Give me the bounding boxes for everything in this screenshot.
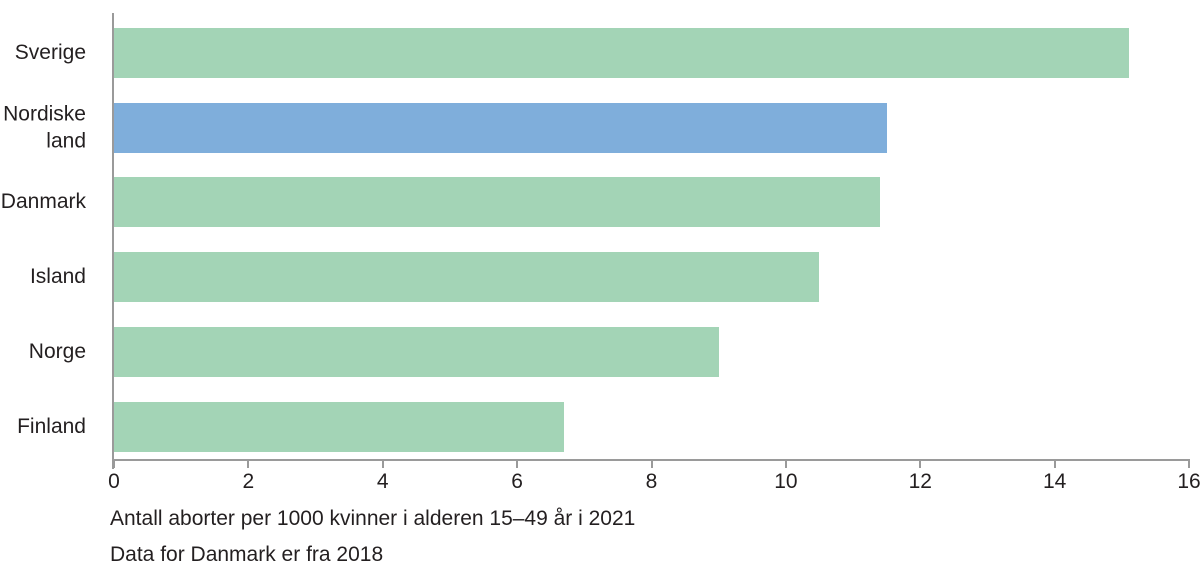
x-axis-line <box>112 459 1190 461</box>
x-axis-tick-4 <box>381 461 384 468</box>
x-axis-tick-12 <box>919 461 922 468</box>
bar-finland <box>114 401 565 452</box>
footnote: Data for Danmark er fra 2018 <box>110 543 384 566</box>
bar-danmark <box>114 177 880 228</box>
x-axis-tick-14 <box>1053 461 1056 468</box>
category-label-sverige: Sverige <box>14 41 86 65</box>
x-axis-tick-label-12: 12 <box>908 470 932 493</box>
x-axis-tick-label-16: 16 <box>1177 470 1200 493</box>
bar-norge <box>114 326 719 377</box>
category-label-nordiske-land: Nordiske land <box>3 101 86 153</box>
x-axis-caption: Antall aborter per 1000 kvinner i aldere… <box>110 507 636 530</box>
plot-area <box>114 13 1189 459</box>
x-axis-ticks <box>113 461 1190 469</box>
x-axis-tick-label-2: 2 <box>242 470 255 493</box>
x-axis-tick-16 <box>1188 461 1190 468</box>
x-axis-tick-label-0: 0 <box>108 470 120 493</box>
x-axis-tick-2 <box>247 461 250 468</box>
bar-island <box>114 252 820 303</box>
category-label-danmark: Danmark <box>0 190 86 214</box>
x-axis-tick-10 <box>784 461 787 468</box>
category-label-finland: Finland <box>17 414 86 438</box>
x-axis-tick-labels: 0 2 4 6 8 10 12 14 16 <box>108 470 1200 498</box>
x-axis-tick-label-6: 6 <box>511 470 523 493</box>
category-label-island: Island <box>29 265 86 289</box>
x-axis-tick-0 <box>113 461 115 468</box>
x-axis-tick-label-4: 4 <box>376 470 389 493</box>
x-axis-tick-label-8: 8 <box>645 470 658 493</box>
x-axis-tick-6 <box>516 461 519 468</box>
bar-nordiske-land <box>114 102 887 153</box>
x-axis-tick-label-10: 10 <box>774 470 798 493</box>
x-axis-tick-8 <box>650 461 653 468</box>
category-label-norge: Norge <box>28 339 86 363</box>
category-labels: Sverige Nordiske land Danmark Island Norge Fi… <box>0 0 86 470</box>
y-axis-line <box>112 13 114 469</box>
bar-sverige <box>114 28 1129 78</box>
x-axis-tick-label-14: 14 <box>1042 470 1067 493</box>
